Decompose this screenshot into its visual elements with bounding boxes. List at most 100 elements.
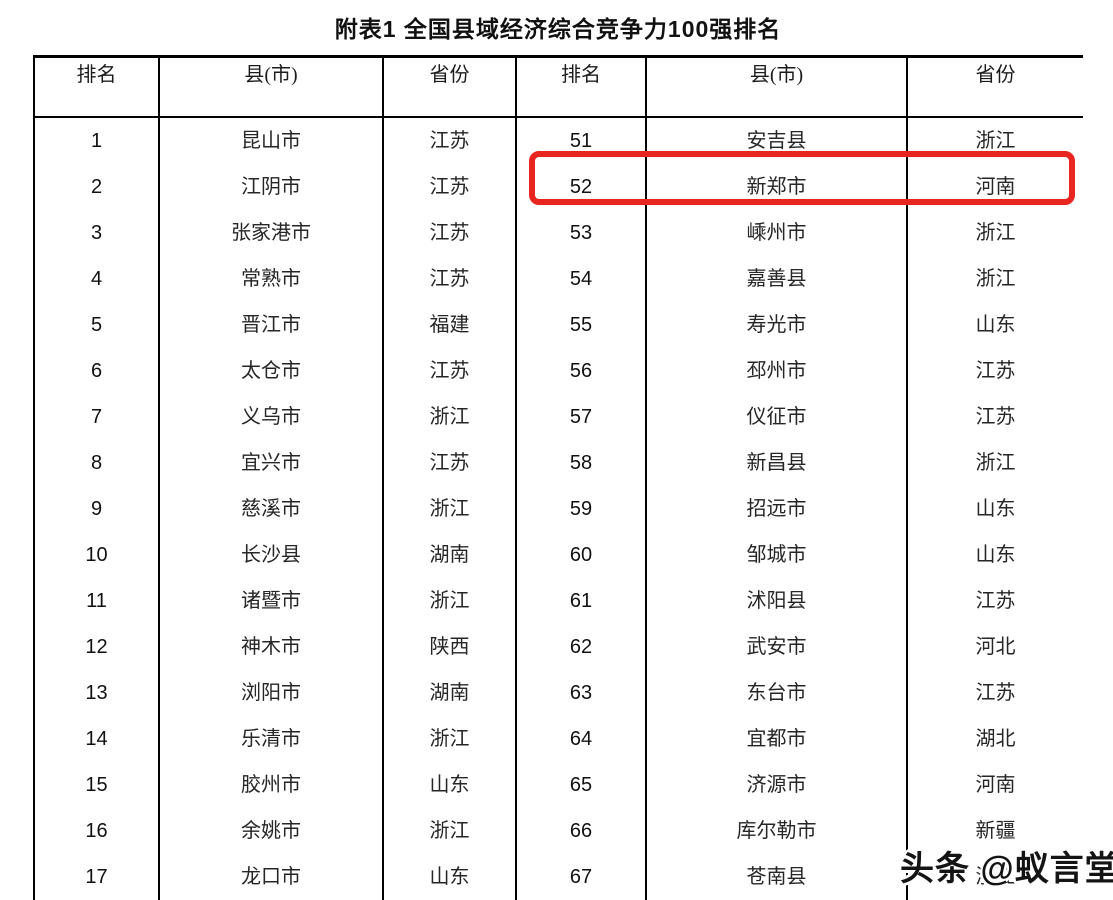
left-table-row-province-cell: 山东 xyxy=(384,854,517,900)
left-table-row-rank-cell: 5 xyxy=(33,302,160,348)
right-table-row-province-cell: 浙江 xyxy=(975,452,1016,474)
right-table-row-county-cell: 嘉善县 xyxy=(647,256,908,302)
left-table-row-province-cell: 浙江 xyxy=(384,394,517,440)
left-table-row-province-cell: 江苏 xyxy=(384,256,517,302)
right-table-row-rank-cell: 62 xyxy=(517,624,647,670)
left-table-row-county-cell: 江阴市 xyxy=(160,164,384,210)
right-table-row-province-cell: 山东 xyxy=(975,498,1016,520)
right-table-row-county-cell: 嵊州市 xyxy=(647,210,908,256)
left-table-row-province-cell: 浙江 xyxy=(384,808,517,854)
right-table-row-province-cell: 湖北 xyxy=(975,728,1016,750)
right-table-row-rank-cell: 55 xyxy=(517,302,647,348)
right-table-row-county-cell: 苍南县 xyxy=(647,854,908,900)
left-table-row-county-cell: 长沙县 xyxy=(160,532,384,578)
left-table-row-province-cell: 湖南 xyxy=(384,670,517,716)
left-table-row-county-cell: 慈溪市 xyxy=(160,486,384,532)
right-table-row-province-cell: 浙江 xyxy=(975,222,1016,244)
right-table-row-county-cell: 邹城市 xyxy=(647,532,908,578)
page-title: 附表1 全国县域经济综合竞争力100强排名 xyxy=(334,16,782,42)
watermark: 头条 @蚁言堂 xyxy=(900,850,1113,888)
left-table-row-rank-cell: 11 xyxy=(33,578,160,624)
right-table-row-province-cell: 浙江 xyxy=(975,866,1016,888)
right-table-row-rank-cell: 61 xyxy=(517,578,647,624)
header-province-left: 省份 xyxy=(384,58,517,118)
left-table-row-county-cell: 昆山市 xyxy=(160,118,384,164)
right-table-row-province-cell: 河南 xyxy=(975,774,1016,796)
left-table-row-rank-cell: 15 xyxy=(33,762,160,808)
left-table-row-province-cell: 湖南 xyxy=(384,532,517,578)
right-table-row-rank-cell: 54 xyxy=(517,256,647,302)
right-table-row-rank-cell: 60 xyxy=(517,532,647,578)
left-table-row-rank-cell: 12 xyxy=(33,624,160,670)
right-table-row-province-cell: 山东 xyxy=(975,544,1016,566)
right-table-row-county-cell: 武安市 xyxy=(647,624,908,670)
right-table-row-rank-cell: 58 xyxy=(517,440,647,486)
header-rank-left: 排名 xyxy=(33,58,160,118)
left-table-row-county-cell: 常熟市 xyxy=(160,256,384,302)
left-table-row-province-cell: 江苏 xyxy=(384,118,517,164)
right-table-row-county-cell: 新郑市 xyxy=(647,164,908,210)
left-table-row-rank-cell: 7 xyxy=(33,394,160,440)
right-table-row-province-cell: 江苏 xyxy=(975,360,1016,382)
right-table-row-province-cell: 新疆 xyxy=(975,820,1016,842)
right-table-row-county-cell: 招远市 xyxy=(647,486,908,532)
left-table-row-county-cell: 义乌市 xyxy=(160,394,384,440)
left-table-row-rank-cell: 9 xyxy=(33,486,160,532)
right-table-row-province-cell: 河北 xyxy=(975,636,1016,658)
left-table-row-county-cell: 龙口市 xyxy=(160,854,384,900)
left-table-row-county-cell: 太仓市 xyxy=(160,348,384,394)
header-county-left: 县(市) xyxy=(160,58,384,118)
right-table-row-province-cell: 山东 xyxy=(975,314,1016,336)
right-table-row-rank-cell: 53 xyxy=(517,210,647,256)
left-table-row-province-cell: 福建 xyxy=(384,302,517,348)
right-table-row-county-cell: 沭阳县 xyxy=(647,578,908,624)
right-table-row-rank-cell: 56 xyxy=(517,348,647,394)
right-table-row-province-cell: 江苏 xyxy=(975,682,1016,704)
left-table-row-province-cell: 江苏 xyxy=(384,348,517,394)
header-county-right: 县(市) xyxy=(647,58,908,118)
right-table-row-county-cell: 济源市 xyxy=(647,762,908,808)
right-table-row-county-cell: 库尔勒市 xyxy=(647,808,908,854)
right-table-row-rank-cell: 63 xyxy=(517,670,647,716)
right-table-row-county-cell: 宜都市 xyxy=(647,716,908,762)
right-table-row-province-cell: 河南 xyxy=(975,176,1016,198)
right-table-row-rank-cell: 64 xyxy=(517,716,647,762)
left-table-row-county-cell: 乐清市 xyxy=(160,716,384,762)
header-rank-right: 排名 xyxy=(517,58,647,118)
right-table-row-rank-cell: 59 xyxy=(517,486,647,532)
left-table-row-county-cell: 余姚市 xyxy=(160,808,384,854)
right-table-row-rank-cell: 66 xyxy=(517,808,647,854)
right-table-row-rank-cell: 65 xyxy=(517,762,647,808)
left-table-row-county-cell: 宜兴市 xyxy=(160,440,384,486)
left-table-row-province-cell: 山东 xyxy=(384,762,517,808)
left-table-row-rank-cell: 4 xyxy=(33,256,160,302)
right-table-row-rank-cell: 51 xyxy=(517,118,647,164)
left-table-row-rank-cell: 3 xyxy=(33,210,160,256)
left-table-row-province-cell: 江苏 xyxy=(384,164,517,210)
left-table-row-rank-cell: 16 xyxy=(33,808,160,854)
right-table-row-province-cell: 江苏 xyxy=(975,590,1016,612)
left-table-row-county-cell: 神木市 xyxy=(160,624,384,670)
right-table-row-rank-cell: 57 xyxy=(517,394,647,440)
right-table-row-county-cell: 安吉县 xyxy=(647,118,908,164)
left-table-row-rank-cell: 17 xyxy=(33,854,160,900)
right-table-row-province-cell: 浙江 xyxy=(975,130,1016,152)
left-table-row-rank-cell: 2 xyxy=(33,164,160,210)
ranking-table: 排名 县(市) 省份 排名 县(市) 省份 1 昆山市 江苏 51 安吉县 浙江 2 江阴市江… xyxy=(33,55,1083,900)
left-table-row-rank-cell: 6 xyxy=(33,348,160,394)
left-table-row-rank-cell: 8 xyxy=(33,440,160,486)
right-table-row-province-cell: 浙江 xyxy=(975,268,1016,290)
left-table-row-province-cell: 江苏 xyxy=(384,440,517,486)
left-table-row-rank-cell: 10 xyxy=(33,532,160,578)
right-table-row-province-cell: 江苏 xyxy=(975,406,1016,428)
left-table-row-county-cell: 晋江市 xyxy=(160,302,384,348)
left-table-row-rank-cell: 13 xyxy=(33,670,160,716)
right-table-row-county-cell: 新昌县 xyxy=(647,440,908,486)
left-table-row-county-cell: 诸暨市 xyxy=(160,578,384,624)
left-table-row-province-cell: 陕西 xyxy=(384,624,517,670)
left-table-row-rank-cell: 14 xyxy=(33,716,160,762)
left-table-row-province-cell: 浙江 xyxy=(384,486,517,532)
left-table-row-province-cell: 浙江 xyxy=(384,716,517,762)
left-table-row-county-cell: 张家港市 xyxy=(160,210,384,256)
left-table-row-rank-cell: 1 xyxy=(33,118,160,164)
